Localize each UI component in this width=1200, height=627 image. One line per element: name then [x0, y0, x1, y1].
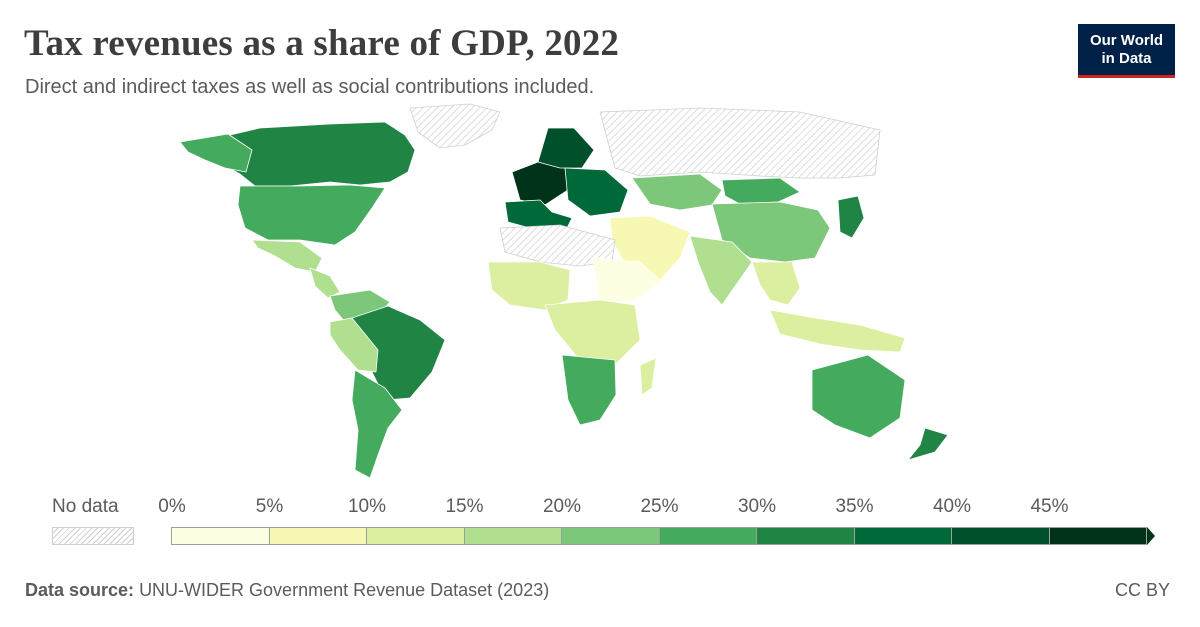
map-region-japan[interactable]: Japan [837, 195, 865, 239]
license-link[interactable]: CC BY [1114, 580, 1170, 600]
map-region-peru-and-bolivia[interactable]: Peru and Bolivia [329, 317, 379, 373]
data-source-text: UNU-WIDER Government Revenue Dataset (20… [139, 580, 550, 600]
legend-swatch-15-20 [463, 527, 562, 545]
legend-swatch-30-35 [756, 527, 855, 545]
map-region-australia[interactable]: Australia [811, 354, 906, 439]
logo-line-2: in Data [1101, 50, 1152, 67]
legend-swatch-0-5 [171, 527, 270, 545]
map-region-canada[interactable]: Canada [207, 121, 416, 187]
map-region-india[interactable]: India [689, 235, 753, 306]
legend-tick-label: 0% [158, 496, 186, 517]
map-region-nordics[interactable]: Nordics [537, 127, 595, 169]
chart-title: Tax revenues as a share of GDP, 2022 [24, 23, 620, 64]
legend-tick-label: 25% [640, 496, 679, 517]
legend-tick-label: 20% [542, 496, 582, 517]
legend-tick-label: 10% [347, 496, 387, 517]
map-region-southeast-asia[interactable]: Southeast Asia [751, 261, 801, 306]
legend-tick-label: 15% [445, 496, 484, 517]
map-region-west-africa[interactable]: West Africa [487, 261, 571, 311]
map-region-kazakhstan[interactable]: Kazakhstan [631, 173, 723, 211]
owid-logo[interactable]: Our World in Data [1078, 24, 1175, 78]
map-region-new-zealand[interactable]: New Zealand [907, 427, 949, 461]
logo-line-1: Our World [1089, 32, 1164, 49]
map-region-horn-of-africa[interactable]: Horn of Africa [591, 257, 663, 303]
map-region-argentina-and-chile[interactable]: Argentina and Chile [351, 369, 403, 479]
map-region-mexico[interactable]: Mexico [251, 239, 323, 273]
legend-swatch-40-45 [951, 527, 1050, 545]
map-region-mongolia[interactable]: Mongolia [721, 177, 801, 205]
legend-tick-label: 30% [737, 496, 777, 517]
world-map[interactable]: CanadaUnited States Alaska Greenland Mexico… [0, 100, 1200, 490]
legend-tick-label: 35% [835, 496, 874, 517]
legend-color-bar [171, 527, 1155, 545]
chart-subtitle: Direct and indirect taxes as well as soc… [25, 76, 595, 98]
map-region-southern-africa[interactable]: Southern Africa [561, 354, 617, 426]
legend-no-data-swatch [52, 527, 134, 545]
map-region-western-europe[interactable]: Western Europe [511, 161, 569, 206]
data-source: Data source: UNU-WIDER Government Revenu… [25, 580, 549, 601]
map-region-eastern-europe[interactable]: Eastern Europe [564, 167, 629, 217]
data-source-label: Data source: [25, 580, 135, 600]
map-regions: CanadaUnited States Alaska Greenland Mexico… [179, 103, 949, 479]
map-region-alaska[interactable]: Alaska [179, 133, 253, 173]
map-region-central-and-east-africa[interactable]: Central and East Africa [544, 299, 641, 366]
map-region-madagascar[interactable]: Madagascar [639, 357, 657, 396]
legend-swatch-25-30 [658, 527, 757, 545]
legend-tick-label: 45% [1030, 496, 1069, 517]
map-region-russia[interactable]: Russia [599, 107, 881, 179]
legend-swatch-35-40 [853, 527, 952, 545]
legend-swatch-10-15 [366, 527, 465, 545]
legend-no-data-label: No data [52, 496, 119, 517]
map-region-central-america[interactable]: Central America [309, 267, 341, 299]
legend-swatch-5-10 [268, 527, 367, 545]
legend-open-end-arrow [1147, 527, 1155, 545]
legend-swatch-20-25 [561, 527, 660, 545]
map-region-greenland[interactable]: Greenland [409, 103, 501, 149]
legend-swatch-45-50 [1048, 527, 1147, 545]
color-legend: No data 0% 5% 10% 15% 20% 25% 30% 35% 40% 45% [0, 490, 1200, 560]
map-region-indonesia[interactable]: Indonesia [769, 309, 906, 353]
legend-tick-label: 5% [255, 496, 284, 517]
legend-tick-label: 40% [932, 496, 972, 517]
map-region-united-states[interactable]: United States [237, 184, 386, 246]
